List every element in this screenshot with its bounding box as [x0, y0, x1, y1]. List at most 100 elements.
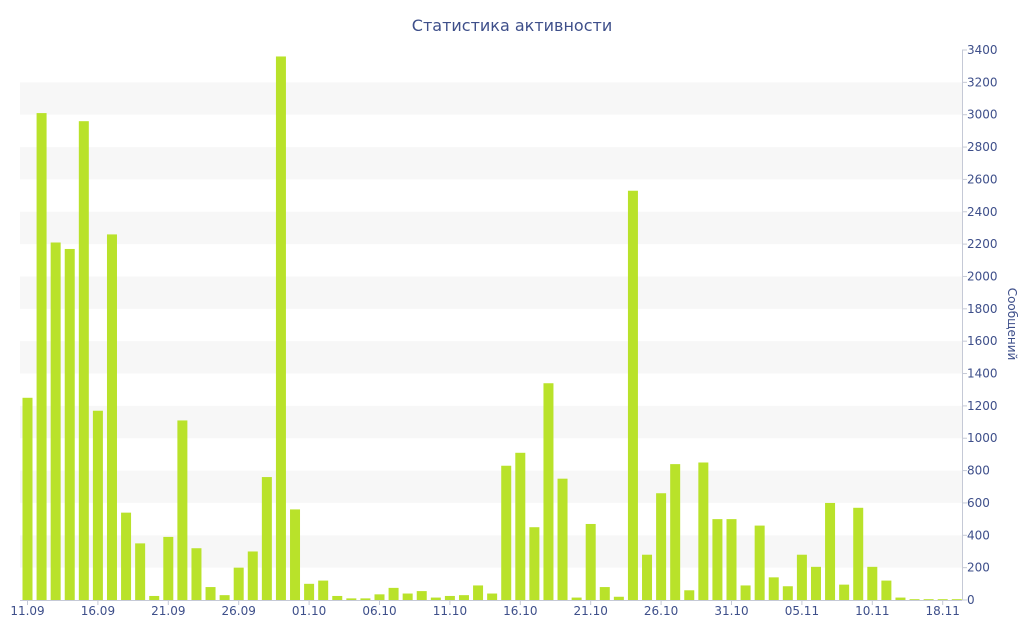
bar-09.10 [416, 591, 427, 600]
bar-24.09 [205, 587, 216, 600]
y-tick-label: 2800 [967, 140, 998, 154]
y-tick-label: 400 [967, 528, 990, 542]
bar-23.10 [613, 596, 624, 600]
bar-09.11 [853, 507, 864, 600]
grid-band [20, 535, 962, 568]
y-tick-label: 600 [967, 496, 990, 510]
bar-19.10 [557, 478, 568, 600]
x-tick-label: 05.11 [785, 604, 819, 618]
x-tick-label: 10.11 [855, 604, 889, 618]
bar-01.11 [740, 585, 751, 600]
bar-27.10 [670, 464, 681, 600]
grid-band [20, 276, 962, 309]
bar-30.09 [290, 509, 301, 600]
bar-10.11 [867, 566, 878, 600]
x-tick-label: 21.10 [574, 604, 608, 618]
y-axis: 0 200 400 600 800 1000 1200 1400 1600 1800 2000 220… [962, 43, 998, 607]
bar-13.10 [473, 585, 484, 600]
grid-band [20, 470, 962, 503]
bar-16.10 [515, 452, 526, 600]
bar-04.10 [346, 598, 357, 600]
bar-06.10 [374, 594, 385, 600]
bar-21.09 [163, 536, 174, 600]
y-tick-label: 800 [967, 464, 990, 478]
bar-18.09 [121, 512, 132, 600]
bar-28.09 [261, 477, 272, 600]
x-tick-label: 11.09 [10, 604, 44, 618]
bar-13.11 [909, 599, 920, 600]
bar-17.09 [106, 234, 117, 600]
x-tick-label: 26.09 [222, 604, 256, 618]
bar-29.09 [275, 56, 286, 601]
grid-band [20, 405, 962, 439]
chart-title: Статистика активности [412, 16, 612, 35]
y-tick-label: 1000 [967, 431, 998, 445]
bar-14.10 [487, 593, 498, 600]
x-tick-label: 11.10 [433, 604, 467, 618]
bar-11.10 [444, 595, 455, 600]
bar-07.11 [825, 502, 836, 600]
bar-25.09 [219, 595, 230, 600]
bar-02.11 [754, 525, 765, 600]
grid-band [20, 147, 962, 180]
bar-31.10 [726, 519, 737, 600]
bar-11.09 [22, 397, 33, 600]
bar-13.09 [50, 242, 61, 600]
x-tick-label: 06.10 [362, 604, 396, 618]
bar-07.10 [388, 587, 399, 600]
bar-08.10 [402, 593, 413, 600]
bar-26.10 [656, 493, 667, 600]
x-tick-label: 01.10 [292, 604, 326, 618]
bar-18.10 [543, 383, 554, 600]
bar-28.10 [684, 590, 695, 600]
bar-30.10 [712, 519, 723, 600]
bar-27.09 [247, 551, 258, 600]
bar-23.09 [191, 548, 202, 600]
y-tick-label: 3400 [967, 43, 998, 57]
bar-21.10 [585, 523, 596, 600]
y-tick-label: 1600 [967, 334, 998, 348]
grid-band [20, 341, 962, 374]
bar-20.10 [571, 597, 582, 600]
bar-20.09 [149, 595, 160, 600]
bar-04.11 [782, 586, 793, 600]
bar-06.11 [810, 566, 821, 600]
y-tick-label: 1800 [967, 302, 998, 316]
x-tick-label: 31.10 [714, 604, 748, 618]
bar-08.11 [839, 584, 850, 600]
bar-15.11 [937, 599, 948, 600]
bar-16.09 [92, 410, 103, 600]
bar-01.10 [304, 583, 315, 600]
bar-14.11 [923, 599, 934, 600]
y-tick-label: 3000 [967, 108, 998, 122]
y-tick-label: 200 [967, 561, 990, 575]
x-tick-label: 26.10 [644, 604, 678, 618]
x-axis: 11.09 16.09 21.09 26.09 01.10 06.10 11.10 16.10… [10, 600, 962, 618]
bar-17.10 [529, 527, 540, 600]
bar-11.11 [881, 580, 892, 600]
bar-26.09 [233, 567, 244, 600]
y-tick-label: 1400 [967, 367, 998, 381]
bar-19.09 [135, 543, 146, 600]
x-tick-label: 16.09 [81, 604, 115, 618]
x-tick-label: 21.09 [151, 604, 185, 618]
bar-05.10 [360, 598, 371, 600]
bar-12.09 [36, 113, 47, 600]
bar-12.11 [895, 597, 906, 600]
y-tick-label: 1200 [967, 399, 998, 413]
x-tick-label: 16.10 [503, 604, 537, 618]
bar-15.09 [78, 121, 89, 601]
y-tick-label: 2600 [967, 172, 998, 186]
bar-14.09 [64, 248, 75, 600]
bar-16.11 [951, 599, 962, 600]
grid-band [20, 211, 962, 245]
bar-24.10 [627, 190, 638, 601]
y-tick-label: 2200 [967, 237, 998, 251]
bar-22.10 [599, 587, 610, 600]
bar-29.10 [698, 462, 709, 600]
bar-22.09 [177, 420, 188, 600]
y-tick-label: 2400 [967, 205, 998, 219]
bars [22, 56, 962, 601]
bar-03.11 [768, 577, 779, 600]
